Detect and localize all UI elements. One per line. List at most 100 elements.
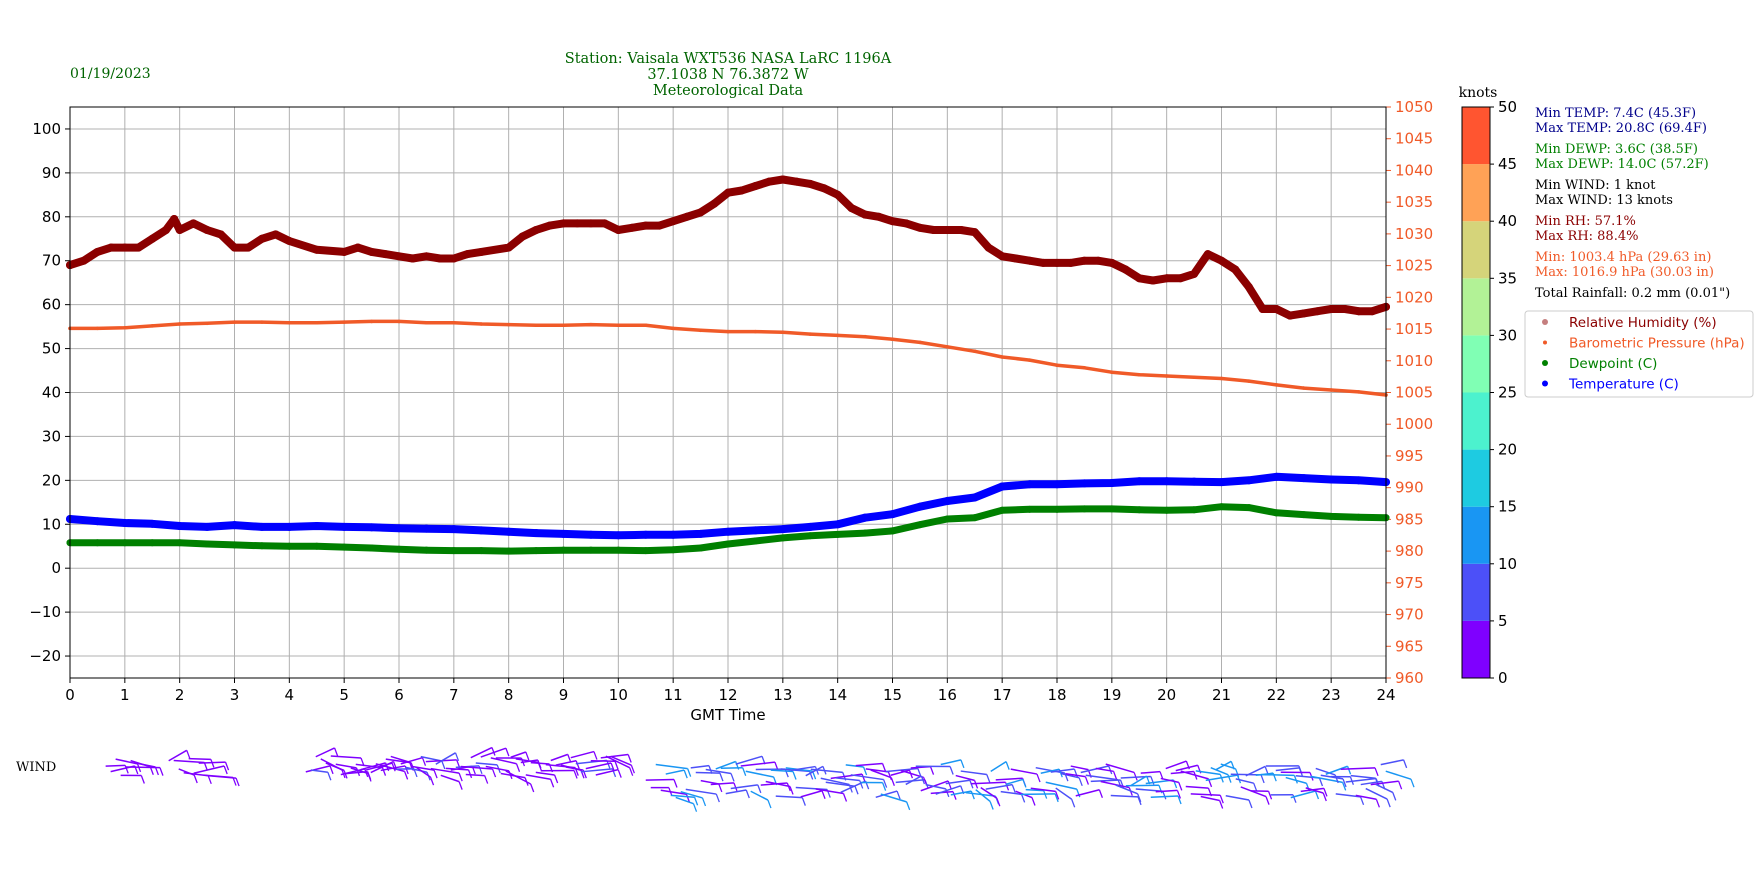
wind-barb-flag: [767, 799, 772, 809]
data-point: [1082, 366, 1087, 370]
wind-barb-flag: [986, 774, 991, 783]
data-point: [819, 184, 828, 193]
data-point: [422, 252, 431, 261]
y-tick-label-right: 1015: [1395, 320, 1433, 338]
wind-barb-flag: [441, 760, 446, 770]
data-point: [258, 542, 266, 550]
data-point: [504, 243, 513, 252]
data-point: [93, 247, 102, 256]
y-tick-label-left: 30: [42, 427, 61, 445]
wind-barb: [1070, 765, 1089, 771]
data-point: [287, 320, 292, 325]
data-point: [614, 531, 623, 540]
wind-barb-flag: [630, 764, 635, 774]
data-point: [170, 215, 179, 224]
wind-barb-flag: [692, 803, 698, 812]
y-tick-label-right: 985: [1395, 510, 1424, 528]
x-tick-label: 15: [883, 686, 902, 704]
y-tick-label-right: 1030: [1395, 225, 1433, 243]
data-point: [1025, 480, 1034, 489]
colorbar-title: knots: [1459, 85, 1498, 101]
legend-label: Temperature (C): [1568, 377, 1679, 393]
data-point: [1272, 305, 1281, 314]
wind-barb: [535, 771, 555, 776]
data-point: [1300, 511, 1308, 519]
data-point: [230, 521, 239, 530]
x-tick-label: 17: [993, 686, 1012, 704]
wind-barb-flag: [404, 765, 409, 775]
data-point: [177, 322, 182, 326]
data-point: [792, 177, 801, 186]
wind-barb-flag: [1392, 792, 1397, 801]
wind-barb-flag: [1265, 796, 1270, 805]
wind-barb: [1315, 767, 1336, 776]
data-point: [1218, 503, 1225, 511]
colorbar-band: [1462, 221, 1490, 279]
wind-barb: [1160, 777, 1179, 784]
stats-panel: Min TEMP: 7.4C (45.3F)Max TEMP: 20.8C (6…: [1535, 106, 1730, 301]
wind-barb: [850, 774, 884, 781]
data-point: [1356, 390, 1361, 394]
wind-barb-flag: [733, 782, 738, 792]
data-point: [369, 319, 374, 324]
y-tick-label-right: 1000: [1395, 415, 1433, 433]
data-point: [833, 520, 842, 529]
wind-barb-flag: [458, 772, 463, 782]
wind-barb: [895, 779, 926, 784]
x-tick-label: 6: [394, 686, 404, 704]
wind-barb-flag: [203, 762, 208, 771]
wind-barb-flag: [1260, 774, 1265, 784]
data-point: [943, 496, 952, 505]
data-point: [285, 542, 293, 550]
wind-barb: [1040, 768, 1060, 774]
data-point: [586, 530, 595, 539]
data-point: [1244, 476, 1253, 485]
wind-barb-flag: [742, 767, 747, 776]
wind-barb: [1010, 768, 1038, 775]
wind-barb: [1075, 789, 1100, 797]
data-point: [479, 322, 483, 326]
wind-barb-flag: [687, 768, 692, 777]
data-point: [916, 521, 924, 529]
wind-barb-flag: [906, 801, 911, 811]
x-tick-label: 21: [1212, 686, 1231, 704]
data-point: [532, 225, 541, 234]
data-point: [973, 349, 977, 354]
wind-barb: [1350, 774, 1376, 779]
data-point: [340, 522, 349, 531]
wind-barb-flag: [429, 776, 435, 786]
wind-barb: [188, 757, 211, 761]
wind-barb-flag: [391, 762, 396, 772]
wind-barb: [115, 758, 138, 765]
wind-barb-flag: [327, 772, 332, 781]
data-point: [518, 232, 527, 241]
data-point: [1053, 258, 1061, 267]
colorbar-tick-label: 10: [1498, 555, 1517, 573]
wind-barb: [1345, 777, 1377, 783]
wind-barb: [485, 765, 510, 772]
data-point: [943, 515, 951, 523]
data-point: [970, 228, 979, 237]
temperature-dot-icon: [1542, 380, 1548, 387]
data-point: [559, 219, 568, 228]
x-tick-label: 24: [1376, 686, 1395, 704]
y-tick-label-left: 80: [42, 208, 61, 226]
wind-barb: [555, 760, 577, 766]
data-point: [724, 540, 732, 548]
wind-barb-flag: [329, 765, 334, 775]
wind-barb: [490, 757, 517, 765]
data-point: [806, 522, 815, 531]
wind-barb: [350, 767, 369, 775]
wind-barb: [1220, 763, 1236, 770]
wind-barb-flag: [381, 767, 387, 776]
wind-barb-flag: [715, 793, 720, 803]
data-point: [834, 530, 842, 538]
wind-barb-flag: [1005, 761, 1010, 770]
data-point: [614, 546, 622, 554]
data-point: [1163, 506, 1171, 514]
data-point: [1354, 476, 1363, 485]
wind-barb: [670, 794, 695, 799]
wind-barb-flag: [1323, 788, 1328, 797]
data-point: [203, 522, 212, 531]
wind-barb-flag: [960, 759, 965, 769]
